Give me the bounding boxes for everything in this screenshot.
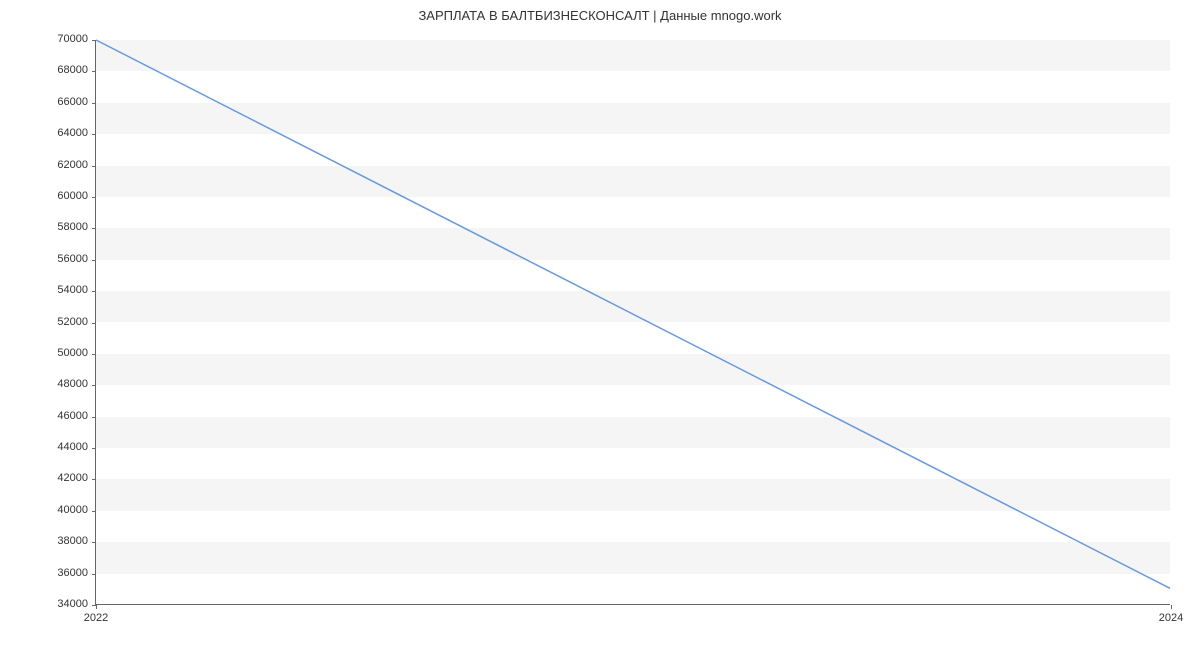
chart-title: ЗАРПЛАТА В БАЛТБИЗНЕСКОНСАЛТ | Данные mn…	[0, 0, 1200, 23]
y-tick-label: 56000	[57, 253, 96, 265]
y-tick-label: 52000	[57, 316, 96, 328]
y-tick-label: 54000	[57, 284, 96, 296]
line-series	[96, 40, 1170, 604]
y-tick-label: 36000	[57, 567, 96, 579]
x-tick-label: 2024	[1159, 604, 1183, 624]
y-tick-label: 58000	[57, 221, 96, 233]
y-tick-label: 48000	[57, 378, 96, 390]
plot-area: 3400036000380004000042000440004600048000…	[95, 40, 1170, 605]
y-tick-label: 64000	[57, 127, 96, 139]
y-tick-label: 40000	[57, 504, 96, 516]
chart-container: 3400036000380004000042000440004600048000…	[95, 40, 1170, 605]
y-tick-label: 50000	[57, 347, 96, 359]
y-tick-label: 68000	[57, 64, 96, 76]
y-tick-label: 60000	[57, 190, 96, 202]
y-tick-label: 42000	[57, 472, 96, 484]
y-tick-label: 62000	[57, 159, 96, 171]
y-tick-label: 38000	[57, 535, 96, 547]
x-tick-label: 2022	[84, 604, 108, 624]
salary-line	[96, 40, 1170, 588]
y-tick-label: 66000	[57, 96, 96, 108]
y-tick-label: 70000	[57, 33, 96, 45]
y-tick-label: 46000	[57, 410, 96, 422]
y-tick-label: 44000	[57, 441, 96, 453]
